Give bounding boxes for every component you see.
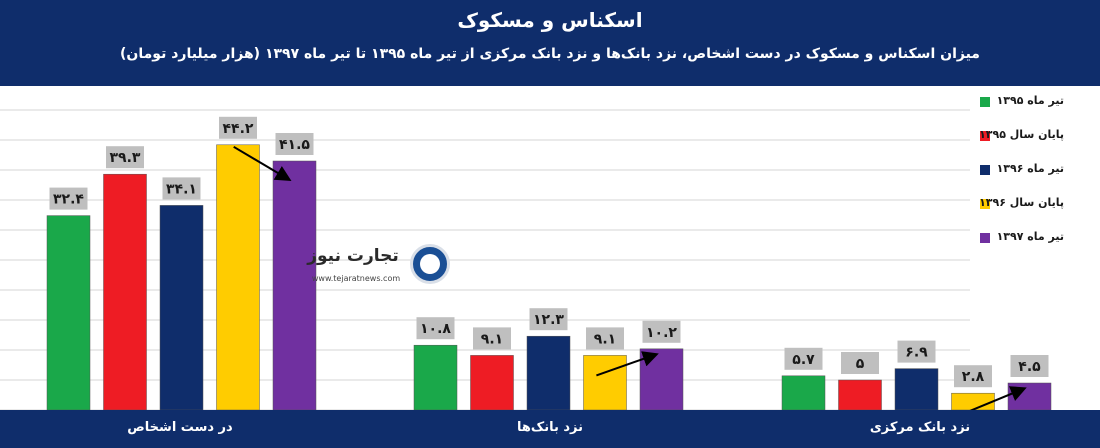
data-label: ۴.۵ — [1018, 359, 1041, 375]
data-label-box — [954, 365, 992, 388]
trend-arrow — [233, 145, 292, 182]
category-label: نزد بانک مرکزی — [869, 420, 971, 435]
legend-label: تیر ماه ۱۳۹۵ — [996, 94, 1064, 107]
data-label-box — [586, 327, 624, 350]
bar — [470, 355, 514, 410]
data-label-box — [1010, 355, 1049, 377]
bar — [103, 173, 147, 410]
bar — [894, 368, 939, 410]
data-label-box — [162, 177, 201, 200]
data-label: ۱۰.۸ — [420, 321, 451, 337]
data-label: ۵ — [856, 356, 865, 372]
data-label-box — [219, 116, 257, 139]
data-label-box — [416, 317, 455, 340]
legend-item: پایان سال ۱۳۹۶ — [978, 194, 1078, 228]
category-axis-bar — [0, 410, 1100, 448]
bar — [1007, 382, 1052, 410]
legend-item: تیر ماه ۱۳۹۶ — [978, 160, 1078, 194]
chart-title: اسکناس و مسکوک — [457, 8, 643, 32]
data-label-box — [275, 133, 314, 155]
legend-label: تیر ماه ۱۳۹۶ — [996, 162, 1064, 175]
legend-item: تیر ماه ۱۳۹۵ — [978, 92, 1078, 126]
data-label: ۹.۱ — [481, 331, 503, 347]
category-label: نزد بانک‌ها — [516, 420, 583, 435]
data-label: ۳۹.۳ — [110, 150, 141, 166]
data-label-box — [784, 347, 823, 370]
data-label: ۹.۱ — [594, 331, 616, 347]
legend-item: تیر ماه ۱۳۹۷ — [978, 228, 1078, 262]
data-label: ۳۴.۱ — [166, 181, 197, 197]
bar — [216, 144, 260, 410]
bar — [46, 215, 91, 410]
legend-swatch — [980, 233, 990, 243]
legend-swatch — [980, 97, 990, 107]
legend-swatch — [980, 199, 990, 209]
legend-item: پایان سال ۱۳۹۵ — [978, 126, 1078, 160]
data-label-box — [897, 340, 936, 363]
data-label: ۴۱.۵ — [279, 137, 310, 153]
bar — [272, 160, 317, 410]
data-label-box — [642, 320, 681, 343]
data-label: ۱۰.۲ — [646, 325, 677, 341]
trend-arrow — [596, 351, 659, 377]
bar — [838, 379, 882, 410]
bar — [413, 344, 458, 410]
legend-label: پایان سال ۱۳۹۶ — [979, 196, 1064, 209]
bar — [583, 355, 627, 410]
data-label: ۲.۸ — [962, 369, 985, 385]
legend-swatch — [980, 165, 990, 175]
logo-url: www.tejaratnews.com — [311, 274, 401, 283]
logo-name: تجارت نیوز — [307, 246, 399, 266]
chart-legend: تیر ماه ۱۳۹۵ پایان سال ۱۳۹۵ تیر ماه ۱۳۹۶… — [978, 92, 1078, 262]
data-label-box — [529, 308, 568, 331]
bar — [951, 392, 995, 410]
data-label: ۴۴.۲ — [223, 121, 254, 137]
data-label: ۳۲.۴ — [53, 192, 84, 208]
data-label: ۵.۷ — [792, 352, 815, 368]
data-label-box — [841, 352, 879, 374]
legend-swatch — [980, 131, 990, 141]
bar-chart: ۳۲.۴ ۳۹.۳ ۳۴.۱ ۴۴.۲ ۴۱.۵ ۱۰.۸ ۹.۱ ۱۲.۳ ۹.۱ ۱۰.۲ ۵.… — [0, 109, 1052, 410]
bar — [781, 375, 826, 410]
data-label: ۱۲.۳ — [533, 312, 564, 328]
logo-mark-icon — [410, 244, 450, 284]
bar — [159, 205, 204, 410]
legend-label: تیر ماه ۱۳۹۷ — [996, 230, 1064, 243]
data-label-box — [473, 327, 511, 350]
data-label-box — [49, 187, 88, 210]
legend-label: پایان سال ۱۳۹۵ — [979, 128, 1064, 141]
chart-header: اسکناس و مسکوک میزان اسکناس و مسکوک در د… — [0, 0, 1100, 86]
trend-arrow — [969, 386, 1027, 410]
data-label: ۶.۹ — [905, 345, 928, 361]
chart-subtitle: میزان اسکناس و مسکوک در دست اشخاص، نزد ب… — [120, 46, 980, 62]
bar — [526, 335, 571, 410]
data-label-box — [106, 146, 144, 169]
tejaratnews-logo: تجارت نیوز www.tejaratnews.com — [300, 244, 450, 296]
category-label: در دست اشخاص — [127, 420, 233, 435]
